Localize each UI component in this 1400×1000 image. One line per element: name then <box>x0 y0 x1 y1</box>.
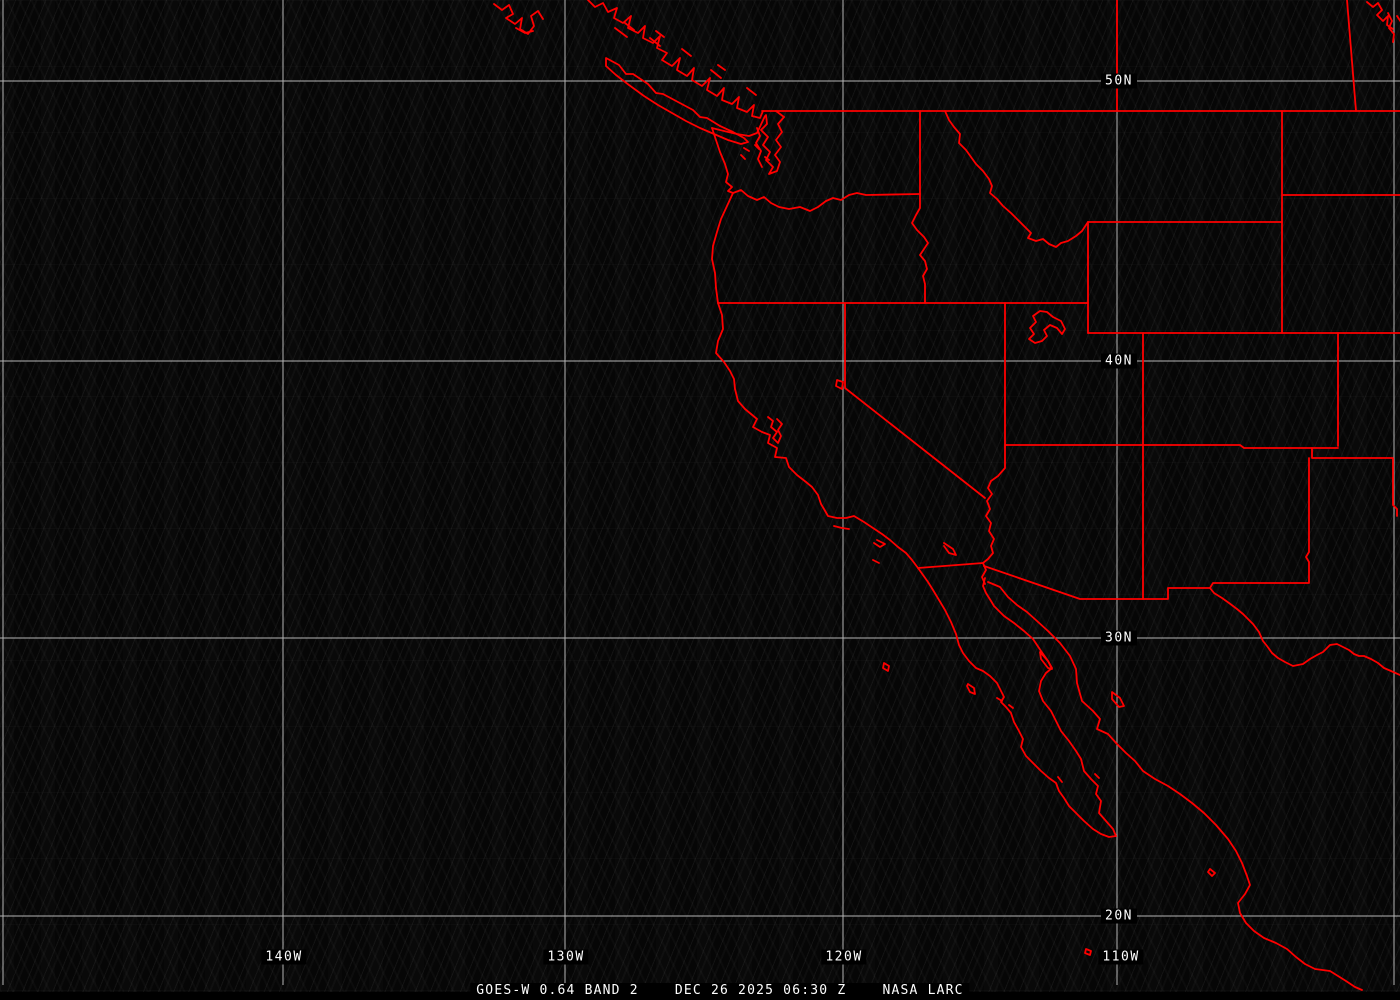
border-id-mt <box>944 110 1089 248</box>
lakes-manitoba <box>1366 1 1400 43</box>
lon-label-130w: 130W <box>543 949 589 965</box>
coast-mexico-mainland <box>987 581 1363 991</box>
border-wa-or <box>732 189 921 212</box>
border-nm-tx <box>1209 457 1310 589</box>
fjord-inlets <box>614 22 785 118</box>
coast-baja-pacific <box>917 567 1117 838</box>
border-az-mexico <box>983 565 1211 600</box>
lake-tahoe <box>835 379 844 390</box>
lon-label-140w: 140W <box>261 949 307 965</box>
border-ca-mexico <box>917 562 984 569</box>
lon-label-120w: 120W <box>821 949 867 965</box>
lat-label-50n: 50N <box>1101 73 1137 89</box>
isla-isabel <box>1207 868 1216 877</box>
lat-label-40n: 40N <box>1101 353 1137 369</box>
coast-baja-gulf <box>982 577 1117 837</box>
islas-marias <box>1084 948 1092 956</box>
border-sk-mb <box>1346 0 1357 112</box>
rio-grande <box>1209 587 1400 676</box>
coast-bc-islands <box>493 3 544 35</box>
border-tx-ok <box>1311 447 1398 517</box>
san-francisco-bay <box>767 416 783 444</box>
border-ca-nv <box>844 303 986 499</box>
border-37n <box>1004 444 1339 449</box>
colorado-river <box>981 446 1006 585</box>
channel-islands <box>833 525 957 564</box>
isla-cedros <box>966 683 1014 709</box>
lat-label-20n: 20N <box>1101 908 1137 924</box>
great-salt-lake <box>1028 310 1066 344</box>
isla-angel-de-la-guarda <box>1039 651 1053 670</box>
lon-label-110w: 110W <box>1098 949 1144 965</box>
vancouver-island <box>605 57 749 145</box>
coast-california <box>715 302 919 569</box>
isla-tiburon <box>1111 691 1125 708</box>
lat-label-30n: 30N <box>1101 630 1137 646</box>
hood-canal <box>755 127 763 168</box>
puget-sound <box>760 114 785 175</box>
strait-juan-de-fuca <box>711 115 766 137</box>
gulf-islands-south <box>1057 773 1100 783</box>
border-or-id <box>911 193 929 304</box>
coast-bc-mainland <box>587 0 764 119</box>
map-boundaries <box>493 0 1400 991</box>
isla-guadalupe <box>882 662 890 672</box>
gulf-islands <box>740 144 770 161</box>
image-caption: GOES-W 0.64 BAND 2 DEC 26 2025 06:30 Z N… <box>470 983 970 998</box>
coast-washington <box>711 127 734 194</box>
coast-oregon <box>711 192 734 304</box>
